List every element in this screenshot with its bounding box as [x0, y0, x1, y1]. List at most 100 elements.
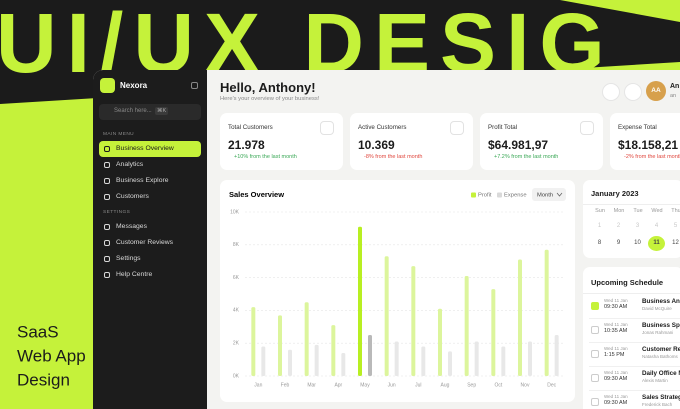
calendar-day[interactable]: 4 — [654, 223, 659, 229]
nav-icon — [104, 146, 110, 152]
chart: Sales Overview Month 0K 2K 4K 6K 8K 10K Profit… — [229, 188, 566, 388]
nav-label: Business Explore — [116, 177, 169, 184]
divider — [589, 342, 680, 343]
user-role: an — [670, 93, 677, 99]
checkbox[interactable] — [591, 302, 599, 310]
x-tick-label: Nov — [521, 382, 530, 388]
calendar-day[interactable]: 2 — [616, 223, 621, 229]
stat-value: $18.158,21 — [618, 138, 679, 152]
nav-icon — [104, 240, 110, 246]
schedule-item[interactable]: Wed 11 Jan 10:35 AM Business Spr Jonas Rahm… — [583, 320, 680, 344]
schedule-title: Customer Re — [642, 346, 680, 353]
weekday: Wed — [651, 208, 663, 214]
legend-swatch — [471, 192, 476, 198]
nav-item[interactable]: Business Explore — [99, 173, 201, 189]
nav-item[interactable]: Messages — [99, 219, 201, 235]
divider — [589, 318, 680, 319]
y-tick-label: 10K — [230, 209, 240, 215]
nav-label: Settings — [116, 255, 141, 262]
calendar-day[interactable]: 3 — [635, 223, 640, 229]
stat-change: -8% from the last month — [364, 154, 423, 160]
brand: Nexora — [120, 81, 148, 90]
calendar-card: January 2023 Sun Mon Tue Wed Thu 1 2 3 4 5 8 9 10 11 1… — [583, 180, 680, 258]
dropdown-caret — [556, 192, 563, 197]
schedule-title: Business Spr — [642, 322, 680, 329]
schedule-time: 09:30 AM — [604, 304, 628, 310]
x-tick-label: Mar — [307, 382, 316, 388]
schedule-item[interactable]: Wed 11 Jan 09:30 AM Business Ana David McQu… — [583, 296, 680, 320]
checkbox[interactable] — [591, 350, 599, 358]
y-tick-label: 0K — [233, 373, 240, 379]
legend-label: Expense — [504, 193, 527, 199]
search-box[interactable]: Search here... ⌘K — [99, 104, 201, 120]
schedule-item[interactable]: Wed 11 Jan 1:15 PM Customer Re Natasha Bath… — [583, 344, 680, 368]
schedule-person: Frederick Bach — [642, 402, 673, 407]
divider — [583, 293, 680, 294]
stat-change: -2% from the last month — [624, 154, 680, 160]
stat-icon — [320, 121, 334, 135]
section-title: MAIN MENU — [103, 132, 135, 137]
calendar-day[interactable]: 10 — [634, 240, 641, 246]
nav-icon — [104, 194, 110, 200]
calendar-day[interactable]: 11 — [648, 236, 665, 251]
nav-label: Messages — [116, 223, 147, 230]
y-tick-label: 6K — [233, 275, 240, 281]
x-tick-label: Jun — [388, 382, 396, 388]
bar — [368, 335, 372, 376]
collapse-button[interactable] — [191, 82, 198, 89]
greeting: Hello, Anthony! — [220, 80, 316, 95]
x-tick-label: May — [360, 382, 370, 388]
schedule-person: David McQuire — [642, 306, 672, 311]
bar — [501, 346, 506, 376]
search-placeholder: Search here... — [114, 108, 152, 114]
schedule-person: Jonas Rahmani — [642, 330, 674, 335]
calendar-day[interactable]: 12 — [672, 240, 679, 246]
calendar-day[interactable]: 8 — [597, 240, 602, 246]
user-name: An — [670, 83, 680, 90]
calendar-day[interactable]: 1 — [597, 223, 602, 229]
schedule-item[interactable]: Wed 11 Jan 09:30 AM Daily Office M Alexis M… — [583, 368, 680, 392]
avatar[interactable]: AA — [646, 81, 666, 101]
app-window: Nexora Search here... ⌘K MAIN MENU Busine… — [93, 70, 680, 409]
nav-item[interactable]: Customer Reviews — [99, 235, 201, 251]
nav-item[interactable]: Settings — [99, 251, 201, 267]
nav-item[interactable]: Business Overview — [99, 141, 201, 157]
stat-label: Active Customers — [358, 124, 407, 131]
caption-line: Design — [17, 370, 70, 389]
legend-label: Profit — [478, 193, 492, 199]
nav-item[interactable]: Customers — [99, 189, 201, 205]
schedule-item[interactable]: Wed 11 Jan 09:30 AM Sales Strateg Frederick… — [583, 392, 680, 409]
nav-label: Customer Reviews — [116, 239, 174, 246]
nav-item[interactable]: Help Centre — [99, 267, 201, 283]
bar — [518, 259, 522, 376]
bar — [438, 308, 442, 376]
bar — [464, 275, 469, 376]
y-tick-label: 2K — [233, 341, 240, 347]
nav-icon — [104, 256, 110, 262]
divider — [589, 366, 680, 367]
schedule-time: 1:15 PM — [604, 352, 625, 358]
calendar-day[interactable]: 5 — [673, 223, 678, 229]
chart-card: Sales Overview Month 0K 2K 4K 6K 8K 10K Profit… — [220, 180, 575, 402]
x-tick-label: Feb — [281, 382, 290, 388]
stat-icon — [580, 121, 594, 135]
x-tick-label: Jul — [415, 382, 421, 388]
period-dropdown[interactable] — [532, 188, 566, 201]
bar — [288, 349, 292, 376]
bar — [554, 335, 559, 376]
checkbox[interactable] — [591, 374, 599, 382]
bar — [411, 266, 416, 376]
nav-item[interactable]: Analytics — [99, 157, 201, 173]
calendar-day[interactable]: 9 — [616, 240, 621, 246]
x-tick-label: Jan — [254, 382, 262, 388]
calendar-title: January 2023 — [591, 189, 639, 198]
bar — [261, 346, 266, 376]
stat-value: 10.369 — [358, 138, 395, 152]
theme-button[interactable] — [602, 83, 620, 101]
notification-button[interactable] — [624, 83, 642, 101]
subtitle: Here's your overview of your business! — [220, 96, 320, 102]
checkbox[interactable] — [591, 326, 599, 334]
bar — [331, 325, 336, 376]
chart-title: Sales Overview — [229, 190, 284, 199]
checkbox[interactable] — [591, 398, 599, 406]
